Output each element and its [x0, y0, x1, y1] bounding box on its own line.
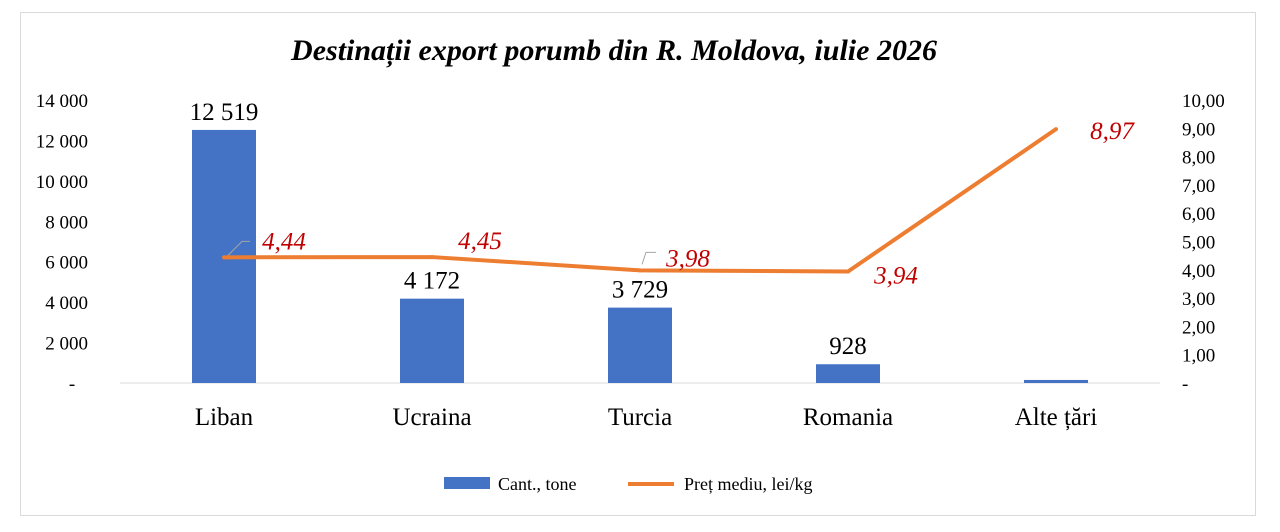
price-point — [222, 255, 226, 260]
price-value-label: 4,45 — [458, 228, 502, 255]
category-label: Liban — [195, 404, 254, 431]
price-value-label: 4,44 — [262, 228, 306, 255]
right-tick-label: 4,00 — [1182, 261, 1215, 282]
left-tick-label: 6 000 — [45, 253, 88, 274]
right-tick-label: 9,00 — [1182, 119, 1215, 140]
left-axis: - 2 000 4 000 6 000 8 000 10 000 12 000 14 000 — [36, 91, 88, 395]
right-tick-label: 8,00 — [1182, 148, 1215, 169]
right-tick-label: - — [1182, 374, 1188, 395]
category-label: Ucraina — [392, 404, 471, 431]
bar-labels: 12 519 4 172 3 729 928 — [190, 99, 867, 360]
right-tick-label: 5,00 — [1182, 233, 1215, 254]
right-tick-label: 1,00 — [1182, 346, 1215, 367]
line-labels: 4,44 4,45 3,98 3,94 8,97 — [262, 118, 1135, 289]
category-labels: Liban Ucraina Turcia Romania Alte țări — [195, 404, 1098, 431]
bar-value-label: 4 172 — [404, 268, 460, 295]
left-tick-label: 14 000 — [36, 91, 88, 112]
price-point — [430, 255, 434, 260]
leader-line — [227, 240, 250, 256]
price-value-label: 3,98 — [665, 245, 710, 272]
price-line — [223, 127, 1058, 274]
leader-line — [641, 251, 656, 265]
chart-title: Destinații export porumb din R. Moldova,… — [290, 34, 937, 68]
legend-bar-label: Cant., tone — [498, 474, 577, 494]
category-label: Romania — [803, 404, 893, 431]
left-tick-label: 10 000 — [36, 172, 88, 193]
bar-romania — [816, 364, 880, 383]
bar-value-label: 3 729 — [612, 277, 668, 304]
right-tick-label: 6,00 — [1182, 204, 1215, 225]
legend: Cant., tone Preț mediu, lei/kg — [444, 474, 812, 494]
bar-value-label: 12 519 — [190, 99, 259, 126]
bar-series — [192, 129, 1088, 383]
left-tick-label: - — [69, 374, 75, 395]
right-tick-label: 10,00 — [1182, 91, 1225, 112]
bar-alte-țări — [1024, 379, 1088, 383]
right-tick-label: 7,00 — [1182, 176, 1215, 197]
label-leaders — [227, 240, 656, 265]
right-axis: - 1,00 2,00 3,00 4,00 5,00 6,00 7,00 8,00 9,00 10,… — [1182, 91, 1225, 395]
price-point — [846, 269, 850, 274]
legend-line-label: Preț mediu, lei/kg — [684, 474, 812, 494]
bar-turcia — [608, 307, 672, 383]
right-tick-label: 3,00 — [1182, 289, 1215, 310]
left-tick-label: 2 000 — [45, 334, 88, 355]
left-tick-label: 12 000 — [36, 131, 88, 152]
category-label: Alte țări — [1015, 404, 1098, 431]
category-label: Turcia — [608, 404, 672, 431]
left-tick-label: 8 000 — [45, 212, 88, 233]
bar-ucraina — [400, 298, 464, 383]
price-point — [638, 268, 642, 273]
price-value-label: 3,94 — [873, 262, 918, 289]
bar-value-label: 928 — [829, 333, 867, 360]
price-point — [1054, 127, 1058, 132]
legend-bar-swatch — [444, 477, 490, 489]
price-value-label: 8,97 — [1090, 118, 1135, 145]
left-tick-label: 4 000 — [45, 293, 88, 314]
line-series — [222, 127, 1058, 274]
right-tick-label: 2,00 — [1182, 317, 1215, 338]
